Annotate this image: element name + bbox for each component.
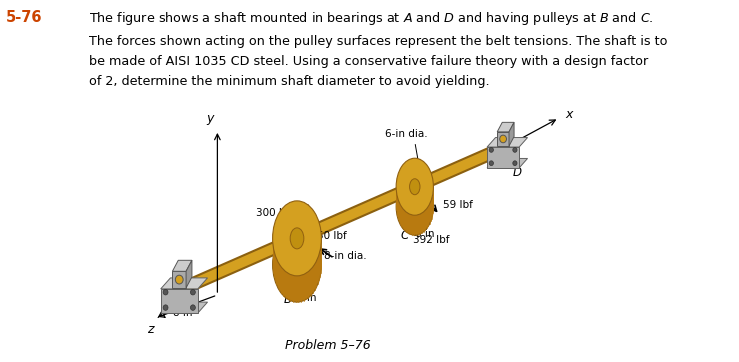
Text: $\mathit{A}$: $\mathit{A}$ bbox=[157, 308, 166, 321]
Text: 50 lbf: 50 lbf bbox=[316, 231, 347, 241]
Ellipse shape bbox=[273, 201, 321, 276]
Polygon shape bbox=[172, 260, 192, 271]
Circle shape bbox=[163, 305, 168, 310]
Text: 8 in: 8 in bbox=[173, 308, 193, 318]
Polygon shape bbox=[509, 122, 514, 146]
Ellipse shape bbox=[409, 179, 420, 195]
Polygon shape bbox=[487, 159, 528, 168]
Text: y: y bbox=[207, 112, 214, 125]
Text: 8-in dia.: 8-in dia. bbox=[324, 251, 367, 261]
Polygon shape bbox=[160, 289, 198, 313]
Text: 8 in: 8 in bbox=[297, 293, 316, 303]
Circle shape bbox=[489, 148, 494, 152]
Polygon shape bbox=[172, 271, 186, 288]
Text: x: x bbox=[565, 109, 573, 122]
Text: $\mathit{B}$: $\mathit{B}$ bbox=[283, 293, 293, 306]
Text: 59 lbf: 59 lbf bbox=[443, 200, 473, 210]
Text: 392 lbf: 392 lbf bbox=[413, 235, 449, 245]
Polygon shape bbox=[487, 147, 519, 168]
Circle shape bbox=[191, 305, 195, 310]
Text: $\mathit{C}$: $\mathit{C}$ bbox=[401, 229, 410, 242]
Text: Problem 5–76: Problem 5–76 bbox=[285, 339, 370, 352]
Polygon shape bbox=[497, 122, 514, 132]
Circle shape bbox=[513, 148, 517, 152]
Polygon shape bbox=[186, 260, 192, 288]
Polygon shape bbox=[160, 302, 208, 313]
Polygon shape bbox=[497, 132, 509, 146]
Circle shape bbox=[489, 161, 494, 165]
Text: 300 lbf: 300 lbf bbox=[256, 209, 293, 218]
Circle shape bbox=[513, 161, 517, 165]
Polygon shape bbox=[487, 138, 528, 147]
Text: 5-76: 5-76 bbox=[5, 10, 42, 25]
Text: The figure shows a shaft mounted in bearings at $\mathit{A}$ and $\mathit{D}$ an: The figure shows a shaft mounted in bear… bbox=[89, 10, 667, 88]
Circle shape bbox=[163, 290, 168, 295]
Text: $\mathit{D}$: $\mathit{D}$ bbox=[512, 166, 522, 179]
Circle shape bbox=[500, 135, 506, 143]
Ellipse shape bbox=[290, 228, 304, 249]
Text: 6-in dia.: 6-in dia. bbox=[384, 129, 427, 139]
Ellipse shape bbox=[396, 158, 433, 215]
Circle shape bbox=[175, 275, 183, 284]
Text: z: z bbox=[147, 323, 153, 336]
Text: 6 in: 6 in bbox=[415, 229, 435, 239]
Polygon shape bbox=[160, 278, 208, 289]
Circle shape bbox=[191, 290, 195, 295]
Ellipse shape bbox=[273, 227, 321, 302]
Ellipse shape bbox=[396, 178, 433, 235]
